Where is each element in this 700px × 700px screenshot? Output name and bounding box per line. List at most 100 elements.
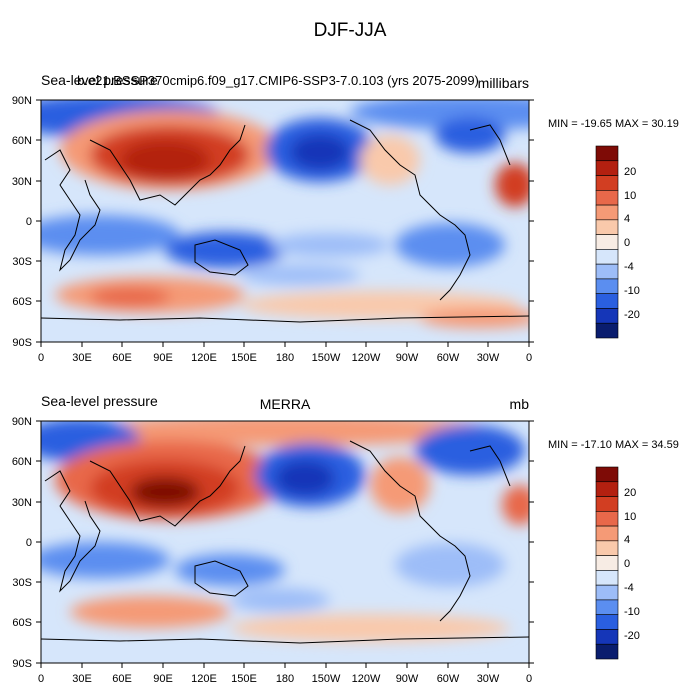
colorbar-label: 10 (624, 511, 636, 523)
colorbar-swatch (595, 263, 619, 280)
colorbar-swatch (595, 525, 619, 542)
colorbar-label: 0 (624, 237, 630, 249)
colorbar-swatch (595, 322, 619, 339)
colorbar-swatch (595, 145, 619, 162)
panel-units-label: mb (510, 396, 530, 412)
lon-label: 60W (437, 673, 460, 685)
lat-label: 90N (12, 95, 32, 107)
coastlines-1 (41, 119, 529, 323)
lon-label: 30E (72, 352, 92, 364)
panel-units-label: millibars (478, 75, 529, 91)
lon-label: 30W (477, 673, 500, 685)
colorbar-swatch (595, 234, 619, 250)
lon-label: 0 (38, 352, 44, 364)
colorbar-swatch (595, 555, 619, 571)
colorbar-swatch (595, 160, 619, 176)
colorbar-swatch (595, 278, 619, 294)
colorbar-swatch (595, 219, 619, 235)
colorbar-swatch (595, 599, 619, 615)
colorbar-swatch (595, 629, 619, 645)
colorbar-label: -4 (624, 582, 634, 594)
panel-1: 90N 60N 30N 0 30S 60S 90S 0 30E 60E 90E … (12, 72, 679, 364)
colorbar-swatch (595, 511, 619, 527)
panel-left-label: Sea-level pressure (41, 72, 158, 88)
lat-label: 60N (12, 135, 32, 147)
coastline-europe (469, 124, 511, 166)
coastline-africa (44, 470, 101, 593)
colorbar-swatch (595, 308, 619, 324)
lat-label: 60S (12, 296, 32, 308)
figure-title: DJF-JJA (313, 20, 387, 41)
colorbar-swatch (595, 204, 619, 221)
lon-label: 60W (437, 352, 460, 364)
colorbar-label: -20 (624, 309, 640, 321)
lat-label: 0 (26, 537, 32, 549)
colorbar-swatch (595, 496, 619, 512)
lon-label: 180 (276, 352, 294, 364)
lon-label: 150E (231, 352, 257, 364)
lat-label: 60S (12, 617, 32, 629)
lon-label: 90W (396, 673, 419, 685)
coastline-africa (44, 149, 101, 272)
lat-axis-1 (36, 99, 534, 343)
coastline-antarctica (41, 636, 529, 644)
panel-stats: MIN = -17.10 MAX = 34.59 (548, 439, 679, 451)
contour-field-2 (41, 421, 529, 663)
colorbar-boxes (595, 145, 619, 339)
colorbar-swatch (595, 643, 619, 660)
lat-label: 30N (12, 176, 32, 188)
colorbar-label: 10 (624, 190, 636, 202)
coastline-europe (469, 445, 511, 487)
lon-label: 120W (352, 673, 381, 685)
colorbar-swatch (595, 190, 619, 206)
lon-label: 0 (526, 673, 532, 685)
lon-label: 150W (312, 352, 341, 364)
coastline-australia (194, 560, 249, 597)
lon-label: 150W (312, 673, 341, 685)
lat-label: 90S (12, 658, 32, 670)
coastline-americas (349, 440, 471, 622)
lon-label: 60E (112, 673, 132, 685)
colorbar-label: 20 (624, 487, 636, 499)
lat-label: 90N (12, 416, 32, 428)
lon-label: 60E (112, 352, 132, 364)
lat-label: 90S (12, 337, 32, 349)
colorbar-swatch (595, 466, 619, 483)
coastline-antarctica (41, 315, 529, 323)
coastline-americas (349, 119, 471, 301)
coastlines-2 (41, 440, 529, 644)
contour-field-1 (41, 100, 529, 342)
lon-label: 30W (477, 352, 500, 364)
colorbar-2: 20 10 4 0 -4 -10 -20 (595, 466, 640, 660)
lat-label: 0 (26, 216, 32, 228)
lon-label: 90E (153, 673, 173, 685)
lon-axis-1 (40, 342, 530, 347)
panel-stats: MIN = -19.65 MAX = 30.19 (548, 118, 679, 130)
coastline-asia (89, 124, 246, 206)
lon-label: 90E (153, 352, 173, 364)
lat-axis-2 (36, 420, 534, 664)
lon-label: 90W (396, 352, 419, 364)
colorbar-swatch (595, 570, 619, 586)
colorbar-label: -4 (624, 261, 634, 273)
colorbar-label: 4 (624, 213, 630, 225)
panel-center-label: MERRA (260, 396, 311, 412)
colorbar-swatch (595, 584, 619, 601)
lat-label: 30S (12, 256, 32, 268)
panel-center-label: b.e21.BSSP370cmip6.f09_g17.CMIP6-SSP3-7.… (77, 73, 479, 88)
colorbar-1: 20 10 4 0 -4 -10 -20 (595, 145, 640, 339)
panel-left-label: Sea-level pressure (41, 393, 158, 409)
coastline-australia (194, 239, 249, 276)
colorbar-boxes (595, 466, 619, 660)
lon-label: 0 (526, 352, 532, 364)
lat-label: 30N (12, 497, 32, 509)
colorbar-swatch (595, 249, 619, 265)
colorbar-label: -10 (624, 606, 640, 618)
colorbar-swatch (595, 481, 619, 497)
colorbar-label: 0 (624, 558, 630, 570)
colorbar-label: -10 (624, 285, 640, 297)
colorbar-label: 20 (624, 166, 636, 178)
lat-label: 30S (12, 577, 32, 589)
lon-label: 120E (191, 352, 217, 364)
